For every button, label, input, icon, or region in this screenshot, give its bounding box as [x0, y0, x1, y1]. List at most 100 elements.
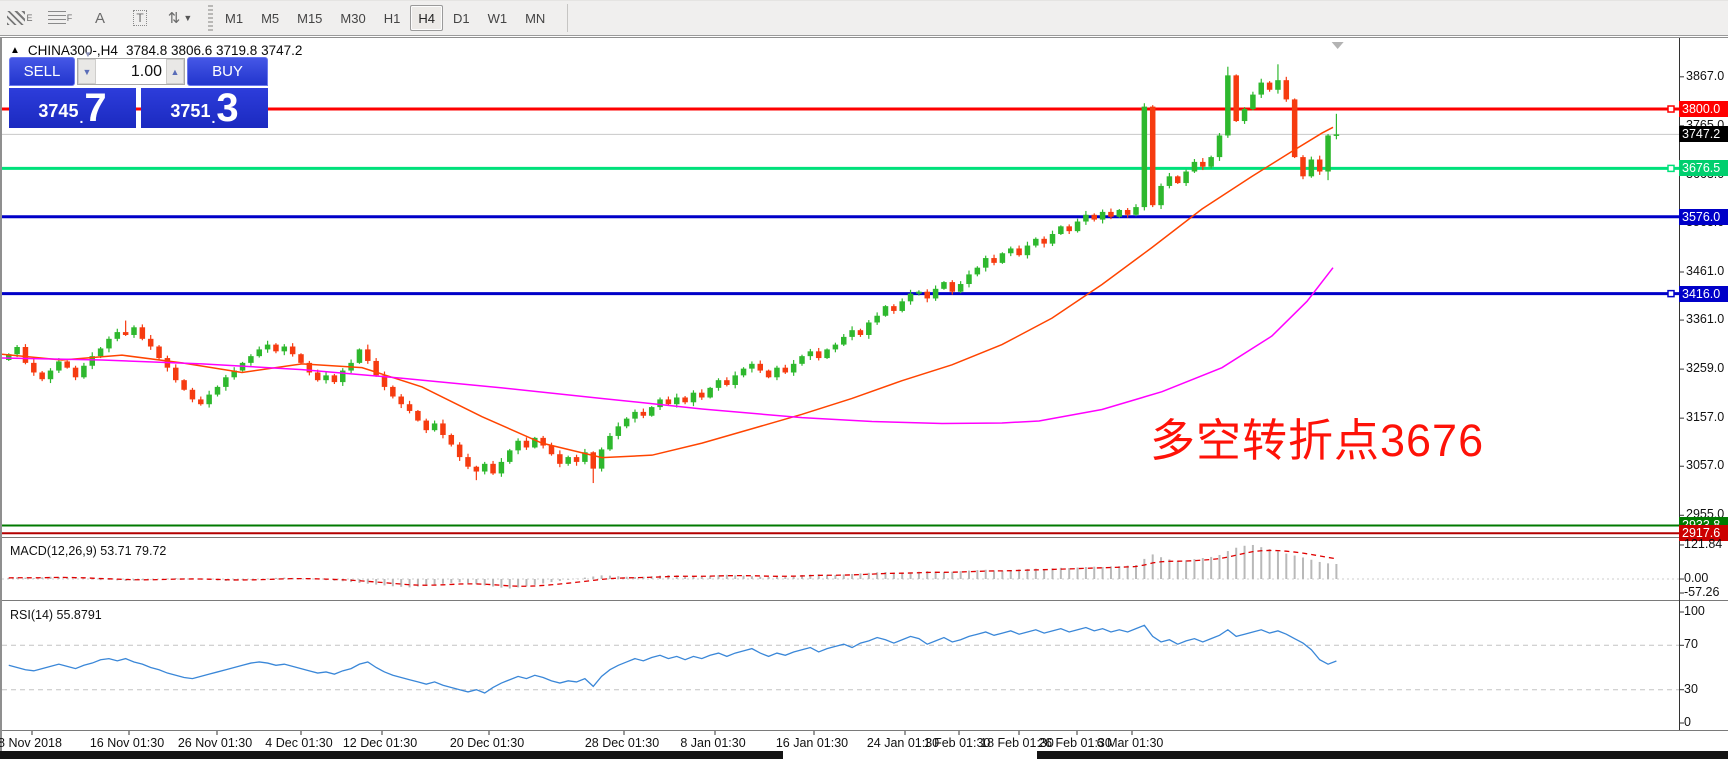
candle-body-bear: [1124, 209, 1131, 215]
candle-body-bear: [1016, 248, 1022, 256]
timeframe-button-w1[interactable]: W1: [487, 10, 508, 26]
candle-body-bear: [39, 372, 45, 380]
arrows-tool-icon[interactable]: ⇅ ▼: [167, 10, 193, 27]
timeframe-button-d1[interactable]: D1: [452, 10, 470, 26]
candle-body-bull: [715, 380, 722, 388]
candle-body-bull: [97, 348, 104, 357]
text-label-tool-icon[interactable]: T: [120, 4, 160, 32]
candle-body-bull: [1099, 211, 1106, 220]
candle-body-bear: [331, 375, 338, 383]
buy-price-box[interactable]: 3751 . 3: [141, 88, 268, 128]
candle-body-bear: [1041, 238, 1047, 244]
candle-body-bear: [139, 327, 146, 339]
hline-anchor-3416.0: [1667, 289, 1675, 298]
candle-body-bear: [682, 397, 688, 403]
candle-body-bear: [122, 332, 129, 335]
candle-body-bull: [1033, 238, 1039, 246]
candle-body-bull: [916, 291, 922, 294]
candle-body-bear: [64, 361, 70, 368]
candle-body-bear: [415, 410, 421, 421]
toolbar-separator: [567, 4, 569, 32]
candle-body-bear: [1300, 157, 1306, 177]
channel-tool-icon[interactable]: E: [0, 4, 40, 32]
candle-body-bear: [490, 463, 496, 474]
candle-body-bear: [448, 434, 455, 445]
text-tool-icon[interactable]: A: [94, 9, 105, 27]
volume-input[interactable]: [96, 59, 166, 84]
candle-body-bear: [523, 440, 530, 448]
candle-body-bull: [1183, 171, 1189, 184]
candle-body-bear: [590, 452, 596, 469]
candle-body-bull: [615, 426, 622, 436]
candle-body-bull: [507, 450, 513, 462]
candle-body-bear: [189, 389, 196, 400]
candle-body-bear: [173, 367, 179, 381]
candle-body-bear: [273, 344, 279, 352]
candle-body-bull: [982, 258, 989, 268]
sell-price-box[interactable]: 3745 . 7: [9, 88, 136, 128]
candle-body-bear: [31, 362, 37, 373]
candle-body-bull: [1225, 75, 1231, 136]
candle-body-bull: [114, 332, 121, 339]
oct-collapse-icon[interactable]: ▼: [84, 50, 92, 59]
timeframe-button-m5[interactable]: M5: [261, 10, 280, 26]
candle-body-bull: [81, 365, 87, 378]
candle-body-bull: [941, 282, 947, 289]
candle-body-bear: [390, 386, 396, 397]
candle-body-bull: [732, 375, 738, 385]
candle-body-bull: [849, 330, 855, 337]
timeframe-button-m30[interactable]: M30: [340, 10, 366, 26]
sell-button[interactable]: SELL: [9, 57, 75, 86]
candle-body-bear: [440, 423, 446, 435]
candle-body-bull: [1116, 209, 1123, 217]
candle-body-bear: [423, 420, 429, 431]
timeframe-button-h1[interactable]: H1: [383, 10, 401, 26]
volume-increase-button[interactable]: ▲: [166, 59, 184, 84]
candle-body-bear: [456, 444, 463, 458]
candle-body-bull: [1058, 226, 1064, 235]
fibonacci-tool-icon[interactable]: F: [40, 4, 80, 32]
h-scrollbar-segment-right[interactable]: [1037, 751, 1728, 759]
volume-decrease-button[interactable]: ▼: [78, 59, 96, 84]
candle-body-bull: [281, 346, 288, 352]
candle-body-bear: [289, 346, 296, 355]
timeframe-bar: M1 M5 M15 M30 H1 H4 D1 W1 MN: [217, 5, 553, 31]
rsi-line: [8, 624, 1337, 694]
candle-body-bear: [991, 258, 997, 263]
candle-body-bull: [532, 437, 538, 448]
candle-body-bull: [799, 356, 805, 364]
timeframe-button-m1[interactable]: M1: [225, 10, 244, 26]
candle-body-bull: [1083, 214, 1089, 222]
buy-button[interactable]: BUY: [187, 57, 268, 86]
candle-body-bear: [1200, 161, 1206, 167]
candle-body-bull: [957, 284, 964, 292]
candle-body-bull: [824, 349, 830, 359]
candle-body-bear: [156, 346, 162, 359]
candle-body-bull: [1258, 82, 1264, 95]
h-scrollbar-segment-left[interactable]: [0, 751, 783, 759]
candle-body-bull: [323, 375, 329, 381]
macd-signal-line: [8, 549, 1337, 587]
candle-body-bear: [1316, 159, 1323, 172]
ma-slow-line: [2, 267, 1334, 425]
candle-body-bear: [1108, 211, 1114, 217]
candle-body-bear: [699, 392, 705, 398]
candle-body-bull: [899, 301, 905, 311]
candle-body-bear: [373, 360, 379, 376]
timeframe-button-h4[interactable]: H4: [410, 5, 443, 31]
candle-body-bull: [131, 327, 137, 335]
candle-body-bull: [256, 349, 262, 357]
candlestick-chart-canvas[interactable]: [2, 37, 1728, 759]
candle-body-bull: [356, 349, 363, 363]
timeframe-button-m15[interactable]: M15: [297, 10, 323, 26]
candle-body-bull: [841, 336, 847, 345]
volume-stepper: ▼ ▲: [77, 58, 185, 85]
channel-hatch-icon: [7, 11, 26, 25]
candle-body-bull: [1008, 248, 1014, 254]
candle-body-bull: [832, 344, 839, 350]
toolbar-grip[interactable]: [208, 5, 213, 31]
chart-window[interactable]: [0, 37, 1728, 759]
candle-body-bear: [891, 306, 897, 311]
candle-body-bear: [949, 282, 956, 292]
timeframe-button-mn[interactable]: MN: [525, 10, 546, 26]
